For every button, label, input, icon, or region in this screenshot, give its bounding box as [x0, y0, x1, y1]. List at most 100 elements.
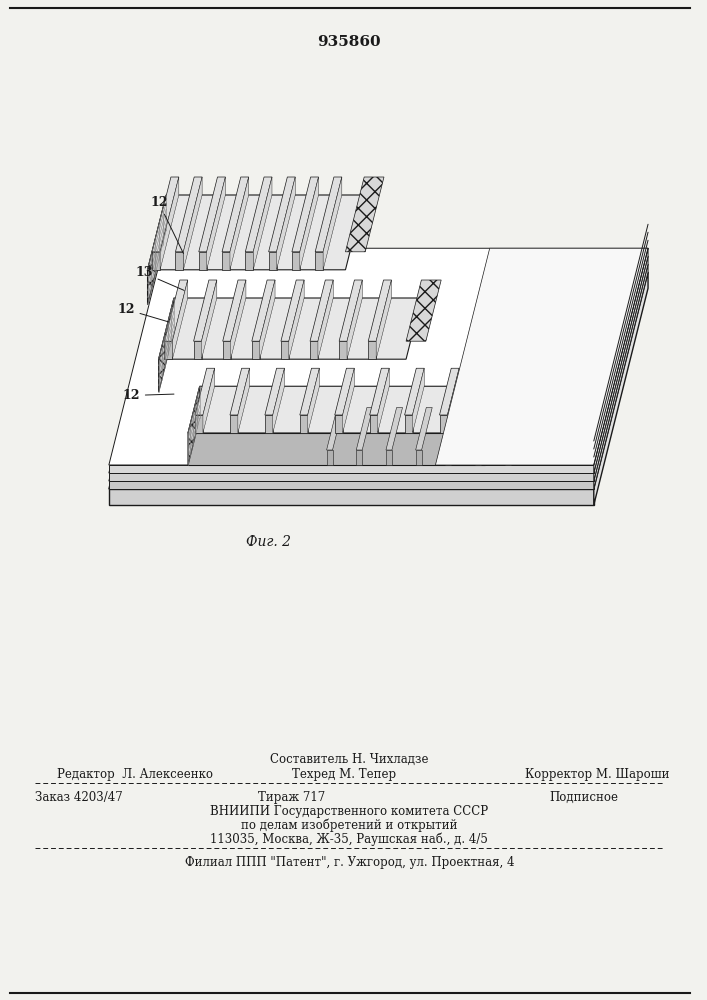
Polygon shape — [165, 280, 188, 341]
Polygon shape — [343, 368, 354, 433]
Polygon shape — [203, 368, 215, 433]
Polygon shape — [109, 473, 594, 481]
Polygon shape — [416, 450, 421, 465]
Polygon shape — [152, 252, 160, 270]
Polygon shape — [368, 280, 392, 341]
Polygon shape — [594, 264, 648, 489]
Polygon shape — [300, 415, 308, 433]
Polygon shape — [259, 280, 275, 359]
Polygon shape — [223, 280, 246, 341]
Polygon shape — [327, 450, 332, 465]
Polygon shape — [222, 177, 249, 252]
Polygon shape — [160, 177, 179, 270]
Polygon shape — [109, 248, 648, 465]
Polygon shape — [199, 177, 226, 252]
Polygon shape — [175, 177, 202, 252]
Polygon shape — [194, 280, 217, 341]
Polygon shape — [148, 195, 364, 270]
Polygon shape — [356, 408, 373, 450]
Polygon shape — [245, 252, 253, 270]
Polygon shape — [505, 408, 521, 450]
Polygon shape — [378, 368, 390, 433]
Polygon shape — [346, 177, 384, 252]
Polygon shape — [370, 415, 378, 433]
Polygon shape — [445, 450, 451, 465]
Polygon shape — [230, 177, 249, 270]
Polygon shape — [281, 341, 289, 359]
Text: Тираж 717: Тираж 717 — [258, 791, 325, 804]
Text: Филиал ППП "Патент", г. Ужгород, ул. Проектная, 4: Филиал ППП "Патент", г. Ужгород, ул. Про… — [185, 856, 514, 869]
Polygon shape — [158, 298, 421, 359]
Polygon shape — [238, 368, 250, 433]
Polygon shape — [188, 386, 200, 465]
Polygon shape — [252, 341, 259, 359]
Polygon shape — [158, 298, 174, 392]
Polygon shape — [318, 280, 333, 359]
Polygon shape — [195, 368, 215, 415]
Polygon shape — [368, 341, 376, 359]
Polygon shape — [594, 272, 648, 505]
Text: 13: 13 — [135, 266, 184, 290]
Polygon shape — [315, 252, 323, 270]
Polygon shape — [206, 177, 226, 270]
Polygon shape — [230, 415, 238, 433]
Polygon shape — [109, 256, 648, 473]
Polygon shape — [339, 280, 363, 341]
Polygon shape — [505, 450, 510, 465]
Polygon shape — [436, 248, 648, 465]
Polygon shape — [222, 252, 230, 270]
Polygon shape — [448, 368, 459, 433]
Polygon shape — [386, 408, 402, 450]
Text: 12: 12 — [117, 303, 169, 322]
Text: Техред М. Тепер: Техред М. Тепер — [292, 768, 396, 781]
Polygon shape — [269, 177, 296, 252]
Polygon shape — [273, 368, 284, 433]
Polygon shape — [265, 368, 284, 415]
Polygon shape — [173, 280, 188, 359]
Polygon shape — [245, 177, 272, 252]
Polygon shape — [475, 450, 481, 465]
Polygon shape — [308, 368, 320, 433]
Polygon shape — [223, 341, 230, 359]
Polygon shape — [289, 280, 304, 359]
Polygon shape — [404, 368, 424, 415]
Polygon shape — [412, 368, 424, 433]
Polygon shape — [281, 280, 304, 341]
Text: по делам изобретений и открытий: по делам изобретений и открытий — [241, 819, 457, 832]
Polygon shape — [165, 341, 173, 359]
Text: 12: 12 — [122, 389, 174, 402]
Polygon shape — [195, 415, 203, 433]
Polygon shape — [376, 280, 392, 359]
Polygon shape — [323, 177, 341, 270]
Polygon shape — [199, 252, 206, 270]
Polygon shape — [292, 252, 300, 270]
Polygon shape — [347, 280, 363, 359]
Polygon shape — [334, 415, 343, 433]
Polygon shape — [386, 450, 392, 465]
Polygon shape — [310, 280, 333, 341]
Polygon shape — [292, 177, 319, 252]
Polygon shape — [300, 177, 319, 270]
Polygon shape — [594, 256, 648, 481]
Text: Составитель Н. Чихладзе: Составитель Н. Чихладзе — [270, 753, 428, 766]
Text: 935860: 935860 — [317, 35, 381, 49]
Polygon shape — [445, 408, 462, 450]
Polygon shape — [253, 177, 272, 270]
Polygon shape — [109, 272, 648, 489]
Polygon shape — [370, 368, 390, 415]
Polygon shape — [327, 408, 343, 450]
Polygon shape — [276, 177, 296, 270]
Polygon shape — [315, 177, 341, 252]
Polygon shape — [265, 415, 273, 433]
Text: Фиг. 2: Фиг. 2 — [246, 535, 291, 549]
Polygon shape — [188, 433, 485, 465]
Polygon shape — [230, 368, 250, 415]
Polygon shape — [594, 248, 648, 473]
Polygon shape — [485, 368, 516, 415]
Polygon shape — [230, 280, 246, 359]
Polygon shape — [475, 408, 491, 450]
Polygon shape — [109, 465, 594, 473]
Polygon shape — [109, 489, 594, 505]
Polygon shape — [148, 195, 166, 305]
Polygon shape — [188, 386, 496, 433]
